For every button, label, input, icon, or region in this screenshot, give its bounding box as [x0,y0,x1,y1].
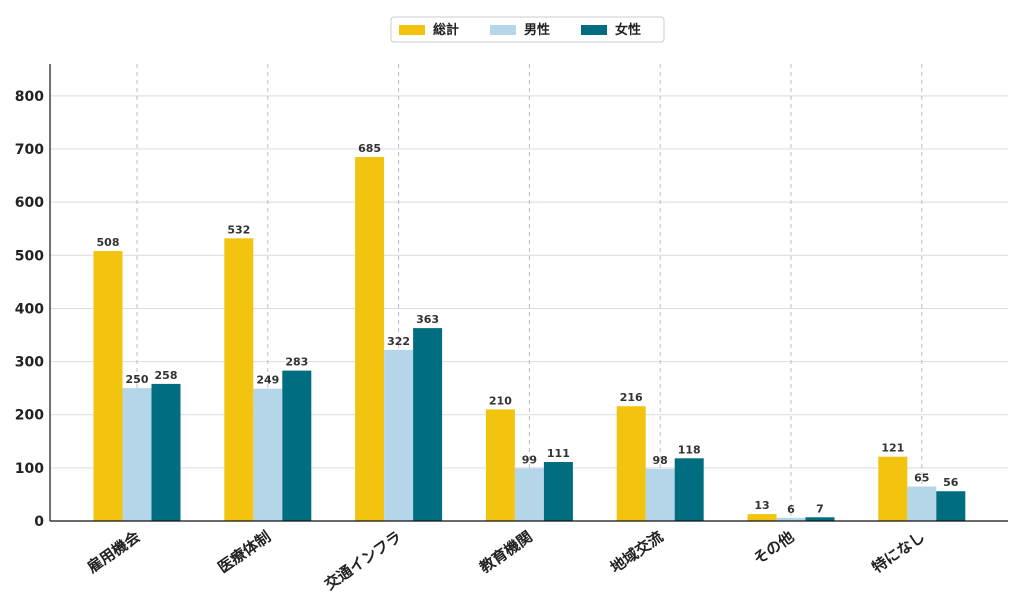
legend-label: 女性 [615,22,641,38]
data-label: 121 [881,442,904,455]
data-label: 258 [155,369,178,382]
legend-swatch [490,25,516,35]
data-labels-layer: 508 250 258 532 249 283 685 322 363 210 99 111 216 98… [97,142,959,516]
bar [413,328,443,521]
y-tick-label: 500 [15,248,44,264]
bar [936,491,966,521]
x-tick-label: 雇用機会 [84,528,143,577]
data-label: 249 [256,374,279,387]
x-tick-label: 地域交流 [607,528,666,577]
legend-swatch [399,25,425,35]
data-label: 13 [754,499,769,512]
data-label: 7 [816,502,824,515]
y-tick-label: 600 [15,195,44,211]
bars-layer [93,156,966,522]
data-label: 98 [653,454,668,467]
y-tick-label: 400 [15,301,44,317]
y-tick-label: 0 [34,514,44,530]
bar [674,458,704,521]
data-label: 99 [522,453,537,466]
legend-swatch [581,25,607,35]
x-tick-label: 教育機関 [475,528,535,578]
bar [907,486,937,521]
data-label: 363 [416,313,439,326]
y-tick-label: 100 [15,461,44,477]
bar [514,468,544,521]
data-label: 111 [547,447,570,460]
legend-label: 総計 [433,22,459,38]
data-label: 65 [914,471,929,484]
legend-label: 男性 [524,22,550,38]
x-tick-label: その他 [750,528,797,569]
legend: 総計 男性 女性 [390,16,665,43]
bar [616,406,646,521]
bar [485,409,515,521]
data-label: 685 [358,142,381,155]
x-tick-label: 特になし [869,528,928,577]
y-tick-label: 700 [15,142,44,158]
bar [747,514,777,521]
bar [224,238,254,521]
data-label: 56 [943,476,959,489]
bar [355,156,385,521]
bar [122,388,152,521]
bar [253,388,283,521]
grid-layer [50,64,1008,521]
bar [93,251,123,522]
bar [384,349,414,521]
bar [645,468,675,521]
data-label: 283 [285,356,308,369]
data-label: 118 [678,443,701,456]
data-label: 532 [227,223,250,236]
bar [151,383,181,521]
data-label: 508 [97,236,120,249]
bar [878,456,908,521]
x-tick-label: 医療体制 [215,528,274,577]
data-label: 322 [387,335,410,348]
y-tick-label: 200 [15,408,44,424]
data-label: 250 [126,373,149,386]
y-tick-label: 800 [15,89,44,105]
data-label: 216 [620,391,643,404]
legend-frame [390,16,665,43]
bar [805,517,835,521]
data-label: 210 [489,394,512,407]
bar [776,517,806,521]
x-tick-label: 交通インフラ [321,528,405,594]
bar [282,370,312,521]
data-label: 6 [787,503,795,516]
bar [543,462,573,521]
y-tick-label: 300 [15,355,44,371]
